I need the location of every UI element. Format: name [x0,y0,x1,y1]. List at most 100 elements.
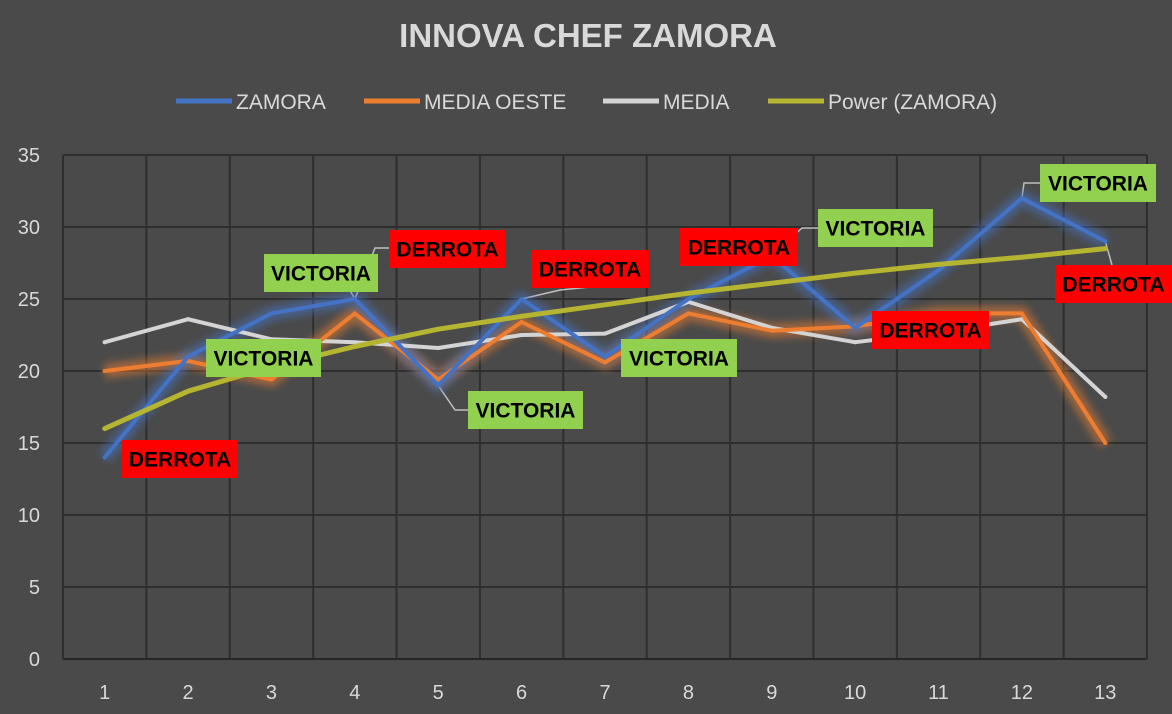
annotation-victoria: VICTORIA [1040,164,1156,202]
data-point [352,297,357,301]
data-point [352,340,357,345]
annotation-label: VICTORIA [214,348,314,371]
data-point [186,389,191,394]
data-point [519,333,524,337]
y-tick-label: 20 [18,361,40,383]
annotation-victoria: VICTORIA [264,254,378,292]
data-point [769,281,774,286]
annotation-box [389,230,506,268]
data-point [186,354,191,359]
data-point [686,297,691,301]
y-tick-label: 35 [18,145,40,167]
annotation-derrota: DERROTA [680,228,798,266]
annotation-label: VICTORIA [826,218,926,241]
data-point [1103,441,1108,445]
x-tick-label: 8 [683,682,694,704]
annotations: DERROTA VICTORIA VICTORIA DERROTA VICTORIA DE… [122,164,1172,478]
y-tick-label: 25 [18,289,40,311]
data-point [519,320,524,325]
annotation-label: DERROTA [879,320,981,343]
annotation-derrota: DERROTA [122,440,238,478]
annotation-leader-line [521,286,591,300]
y-tick-label: 0 [29,649,40,671]
x-tick-label: 10 [844,682,866,704]
x-tick-label: 11 [928,682,949,704]
annotation-label: DERROTA [688,237,790,260]
annotation-label: DERROTA [1062,274,1164,297]
annotation-box [122,440,238,478]
data-point [102,426,107,431]
data-point [352,311,357,316]
data-point [769,328,774,333]
annotation-leader-line [1104,241,1113,266]
annotation-derrota: DERROTA [872,311,989,349]
data-point [1019,311,1024,316]
annotation-label: DERROTA [539,259,641,282]
annotation-box [621,339,737,377]
y-tick-label: 15 [18,433,40,455]
legend-label: ZAMORA [236,91,326,114]
annotation-label: VICTORIA [476,400,576,423]
data-point [1103,394,1108,399]
annotation-label: DERROTA [396,239,498,262]
annotation-box [264,254,378,292]
data-point [436,327,441,332]
chart-legend: ZAMORA MEDIA OESTE MEDIA Power (ZAMORA) [176,91,997,114]
annotation-derrota: DERROTA [531,250,649,288]
x-axis: 1 2 3 4 5 6 7 8 9 10 11 12 13 [99,682,1116,704]
y-tick-label: 30 [18,217,40,239]
annotation-victoria: VICTORIA [206,339,321,377]
data-point [436,377,441,382]
x-tick-label: 6 [516,682,527,704]
data-point [186,317,191,322]
data-point [352,344,357,349]
x-tick-label: 2 [183,682,194,704]
x-tick-label: 13 [1094,682,1116,704]
data-point [853,271,858,276]
annotation-victoria: VICTORIA [621,339,737,377]
annotation-box [680,228,798,266]
annotation-derrota: DERROTA [389,230,506,268]
data-point [686,291,691,296]
annotation-box [818,209,933,247]
annotation-label: VICTORIA [629,348,729,371]
data-point [1103,239,1108,244]
annotation-leader-line [437,384,468,411]
y-tick-label: 5 [29,577,40,599]
annotation-box [531,250,649,288]
data-point [603,354,607,359]
annotation-box [468,391,583,429]
annotation-label: VICTORIA [1048,173,1148,196]
annotation-label: DERROTA [129,449,231,472]
y-tick-label: 10 [18,505,40,527]
annotation-derrota: DERROTA [1055,265,1172,303]
annotation-box [206,339,321,377]
x-tick-label: 1 [99,682,110,704]
data-point [269,377,274,382]
data-point [936,268,941,273]
data-point [519,314,524,319]
chart-title: INNOVA CHEF ZAMORA [399,17,777,54]
data-point [102,340,107,345]
x-tick-label: 9 [766,682,777,704]
data-point [102,369,107,373]
x-tick-label: 12 [1011,682,1033,704]
data-point [936,262,941,267]
data-point [1019,255,1024,260]
data-point [853,340,858,345]
x-tick-label: 4 [349,682,360,704]
y-axis: 0 5 10 15 20 25 30 35 [18,145,40,671]
data-point [436,383,441,388]
data-point [102,455,107,460]
annotation-box [872,311,989,349]
legend-label: MEDIA [663,91,730,114]
legend-label: Power (ZAMORA) [828,91,997,114]
data-point [686,311,691,316]
annotation-label: VICTORIA [271,263,371,286]
data-point [603,360,607,365]
data-point [1019,196,1024,201]
x-tick-label: 7 [599,682,610,704]
annotation-box [1055,265,1172,303]
